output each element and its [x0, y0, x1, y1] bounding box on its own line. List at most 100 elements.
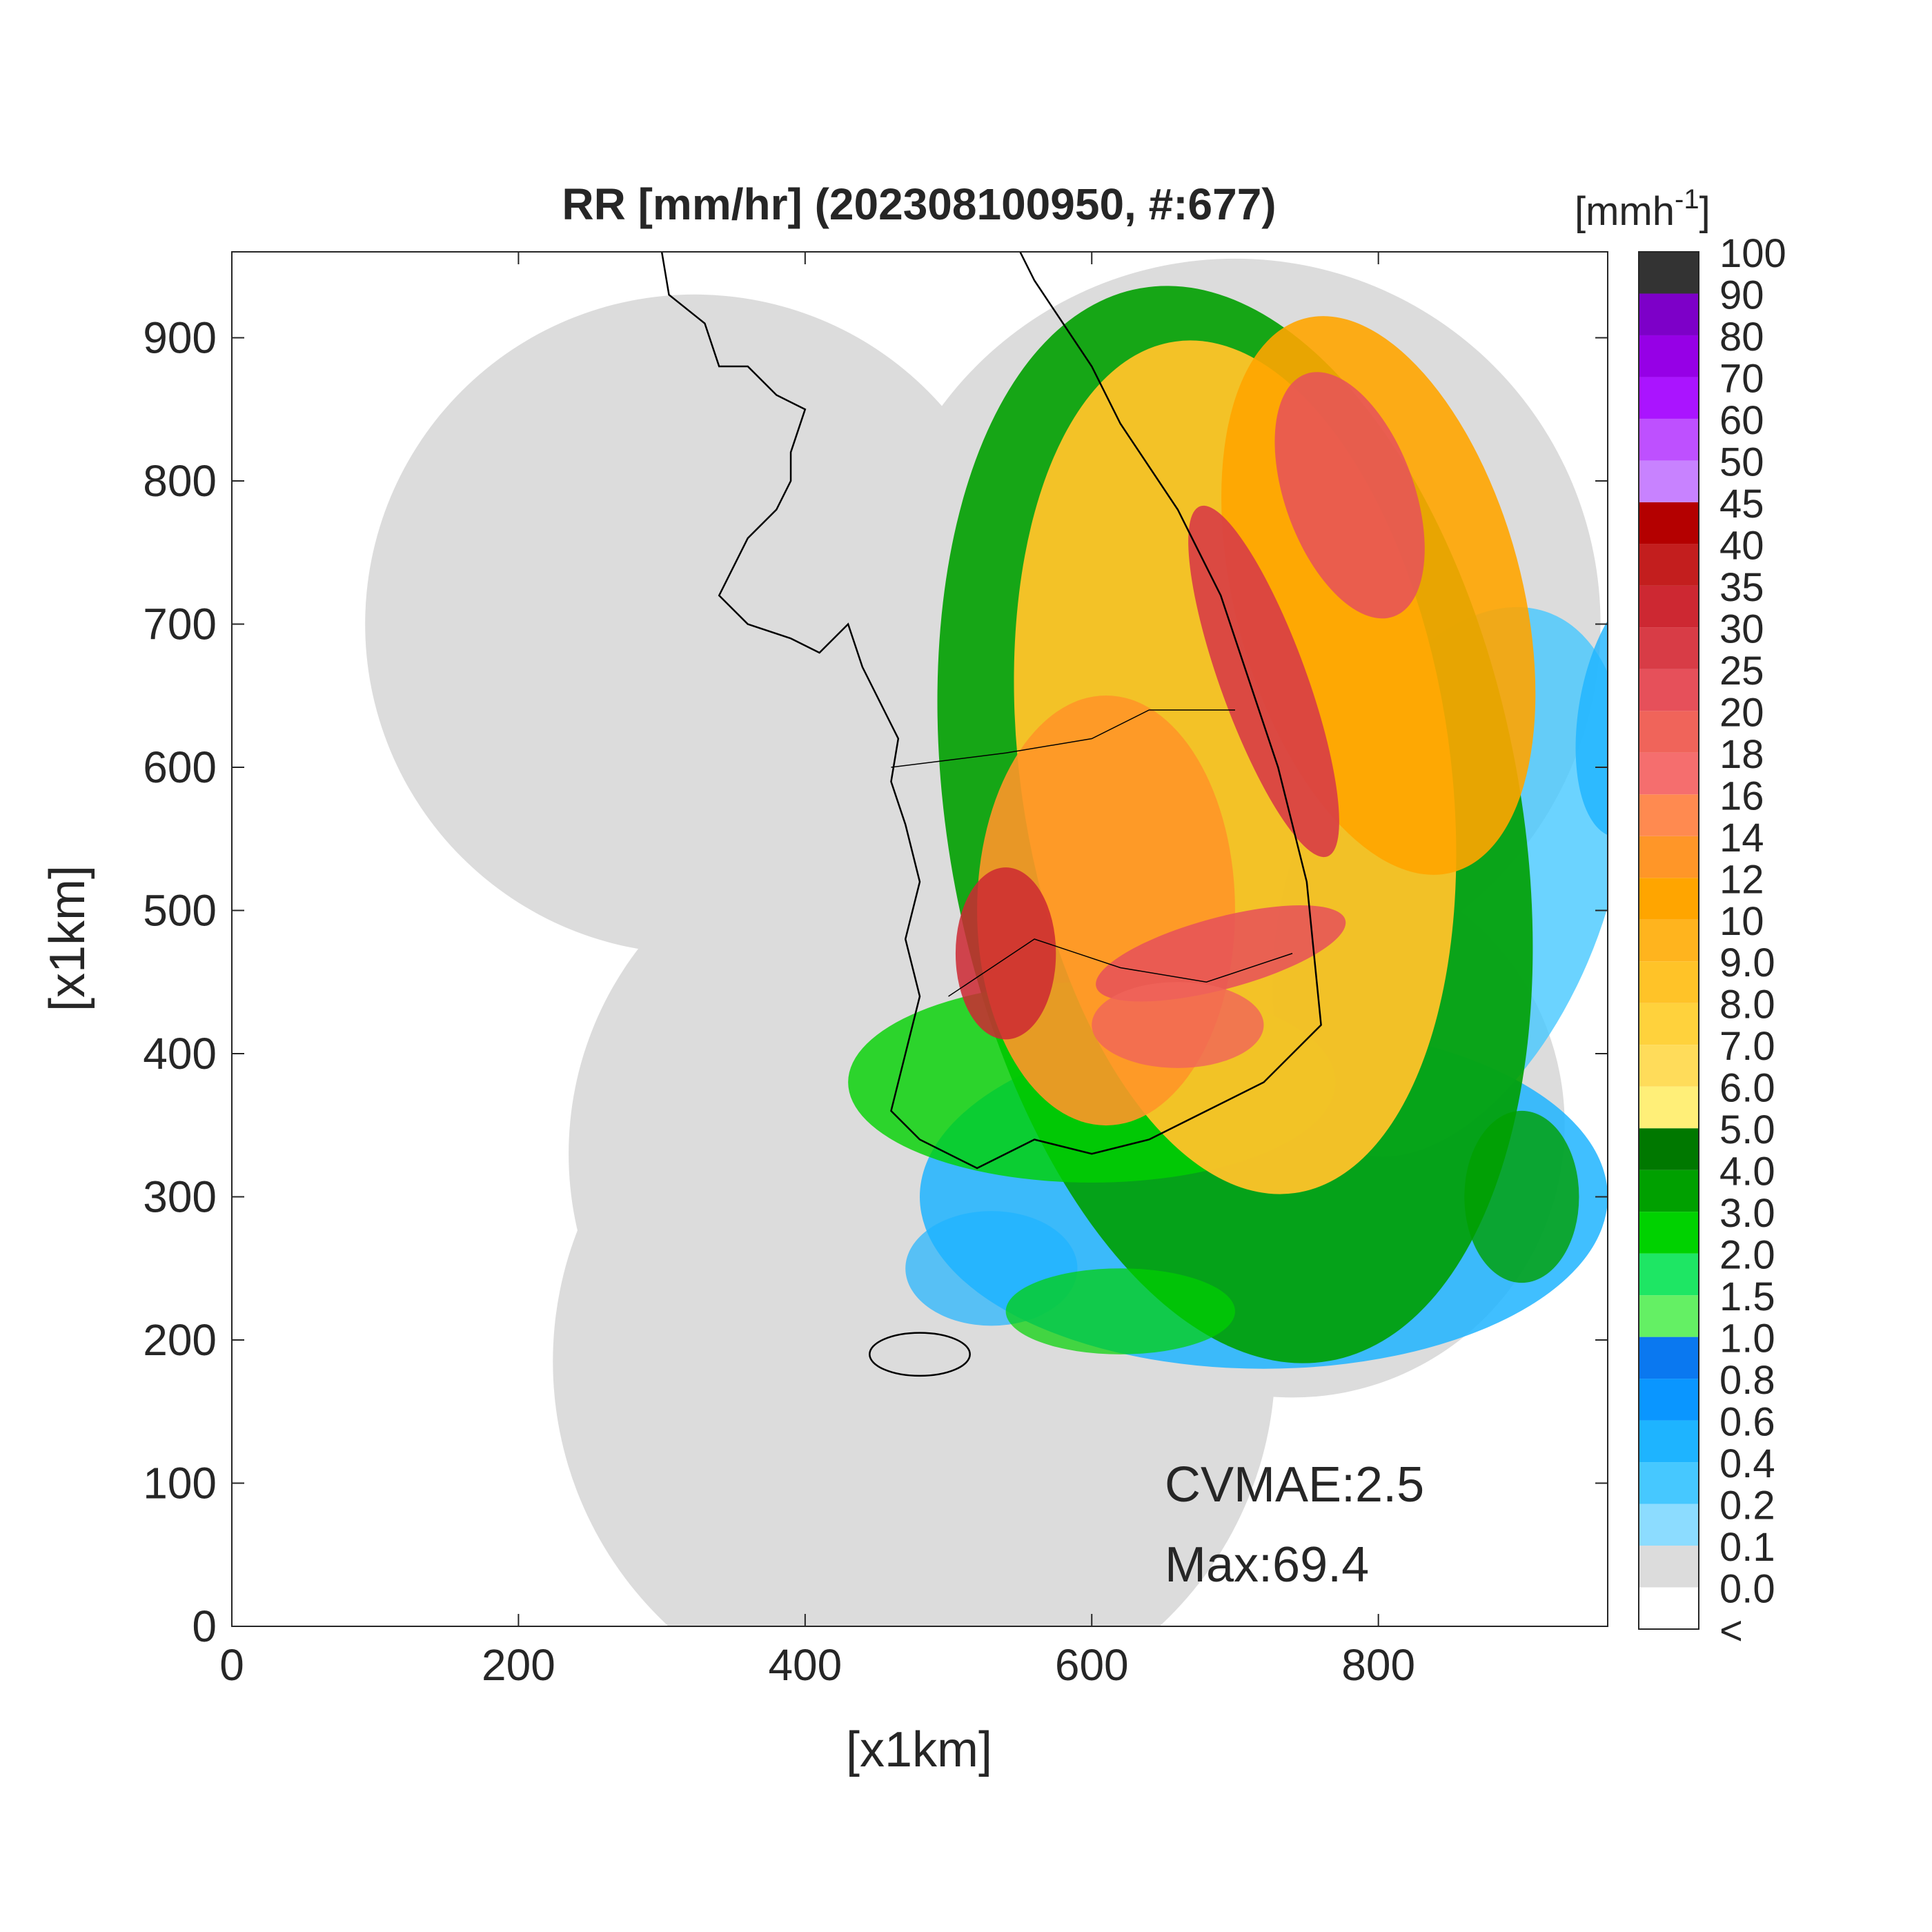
colorbar-segment — [1639, 1170, 1699, 1212]
y-tick-label: 900 — [143, 313, 217, 363]
unit-exponent: -1 — [1675, 184, 1699, 215]
colorbar-segment — [1639, 878, 1699, 920]
colorbar-label: 2.0 — [1719, 1233, 1775, 1278]
colorbar-segment — [1639, 1003, 1699, 1045]
colorbar-segment — [1639, 752, 1699, 795]
colorbar-label: < — [1719, 1608, 1743, 1653]
y-tick-label: 500 — [143, 886, 217, 936]
coastline — [660, 252, 1322, 1170]
colorbar-segment — [1639, 1253, 1699, 1296]
radar-coverage — [365, 294, 1025, 954]
y-axis-label: [x1km] — [40, 865, 95, 1012]
colorbar-segment — [1639, 1045, 1699, 1087]
colorbar-segment — [1639, 544, 1699, 586]
colorbar-segment — [1639, 836, 1699, 878]
colorbar-segment — [1639, 1212, 1699, 1254]
colorbar-label: 90 — [1719, 273, 1764, 317]
x-tick-label: 200 — [482, 1640, 555, 1690]
colorbar-label: 0.0 — [1719, 1567, 1775, 1612]
rain-area — [1575, 582, 1608, 838]
colorbar-label: 5.0 — [1719, 1107, 1775, 1152]
rain-area — [1005, 1268, 1235, 1354]
annotation: CVMAE:2.5 — [1165, 1457, 1424, 1512]
y-tick-label: 600 — [143, 742, 217, 792]
unit-text: ] — [1699, 189, 1711, 234]
x-tick-label: 400 — [768, 1640, 842, 1690]
colorbar-label: 7.0 — [1719, 1024, 1775, 1069]
colorbar-segment — [1639, 460, 1699, 502]
colorbar-segment — [1639, 919, 1699, 962]
colorbar-segment — [1639, 794, 1699, 836]
annotation: Max:69.4 — [1165, 1537, 1369, 1593]
rain-area — [1096, 905, 1346, 1002]
colorbar-label: 16 — [1719, 773, 1764, 818]
colorbar-segment — [1639, 335, 1699, 377]
island — [869, 1332, 971, 1377]
x-axis-label: [x1km] — [846, 1722, 992, 1777]
colorbar-label: 12 — [1719, 857, 1764, 902]
colorbar-label: 10 — [1719, 899, 1764, 944]
colorbar-label: 0.2 — [1719, 1483, 1775, 1528]
x-tick-label: 800 — [1341, 1640, 1415, 1690]
rain-area — [1188, 505, 1339, 858]
colorbar-label: 6.0 — [1719, 1066, 1775, 1111]
colorbar-segment — [1639, 1420, 1699, 1463]
rain-area — [1464, 1110, 1579, 1283]
colorbar-frame — [1638, 251, 1699, 1630]
rain-area — [955, 867, 1056, 1040]
y-tick-label: 0 — [192, 1601, 217, 1651]
colorbar-segment — [1639, 669, 1699, 711]
colorbar-unit: [mmh-1] — [1575, 184, 1711, 234]
colorbar-label: 20 — [1719, 690, 1764, 735]
colorbar-label: 45 — [1719, 482, 1764, 526]
colorbar-segment — [1639, 1462, 1699, 1504]
colorbar-segment — [1639, 1295, 1699, 1337]
colorbar-label: 1.0 — [1719, 1317, 1775, 1361]
colorbar-segment — [1639, 1546, 1699, 1588]
axes-frame — [231, 251, 1608, 1627]
unit-text: [mmh — [1575, 189, 1675, 234]
colorbar-segment — [1639, 377, 1699, 419]
colorbar-label: 60 — [1719, 398, 1764, 443]
colorbar-label: 40 — [1719, 523, 1764, 568]
colorbar-label: 0.1 — [1719, 1525, 1775, 1570]
colorbar-label: 4.0 — [1719, 1150, 1775, 1194]
colorbar-label: 18 — [1719, 732, 1764, 777]
colorbar-segment — [1639, 293, 1699, 335]
colorbar-segment — [1639, 627, 1699, 669]
colorbar-label: 30 — [1719, 607, 1764, 651]
colorbar-label: 9.0 — [1719, 940, 1775, 985]
colorbar-segment — [1639, 418, 1699, 461]
y-tick-label: 700 — [143, 600, 217, 649]
colorbar-label: 35 — [1719, 565, 1764, 610]
colorbar-segment — [1639, 1128, 1699, 1170]
colorbar-label: 100 — [1719, 231, 1786, 276]
colorbar-segment — [1639, 502, 1699, 544]
colorbar-segment — [1639, 1504, 1699, 1546]
y-tick-label: 200 — [143, 1315, 217, 1365]
x-tick-label: 600 — [1055, 1640, 1129, 1690]
colorbar-segment — [1639, 1587, 1699, 1629]
y-tick-label: 800 — [143, 456, 217, 506]
colorbar-segment — [1639, 252, 1699, 294]
colorbar-label: 50 — [1719, 440, 1764, 484]
y-tick-label: 100 — [143, 1459, 217, 1508]
x-tick-label: 0 — [219, 1640, 244, 1690]
rain-area — [1092, 982, 1264, 1068]
colorbar-label: 3.0 — [1719, 1191, 1775, 1236]
rain-area — [1274, 372, 1425, 619]
colorbar-segment — [1639, 1086, 1699, 1129]
colorbar-segment — [1639, 961, 1699, 1003]
colorbar-segment — [1639, 1379, 1699, 1421]
y-tick-label: 300 — [143, 1172, 217, 1222]
colorbar-segment — [1639, 585, 1699, 628]
colorbar-segment — [1639, 1337, 1699, 1379]
boundary — [948, 938, 1293, 997]
colorbar-label: 0.6 — [1719, 1400, 1775, 1445]
chart-title: RR [mm/hr] (202308100950, #:677) — [562, 179, 1276, 229]
map-layer — [365, 252, 1608, 1626]
colorbar-label: 0.8 — [1719, 1358, 1775, 1403]
colorbar-segment — [1639, 711, 1699, 753]
colorbar-label: 8.0 — [1719, 983, 1775, 1027]
